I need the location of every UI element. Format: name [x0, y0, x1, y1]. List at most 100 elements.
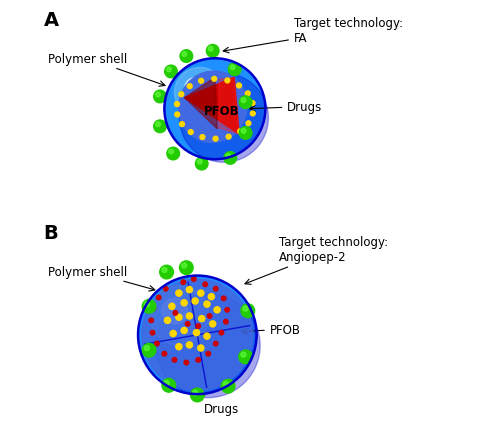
Circle shape [198, 290, 204, 297]
Circle shape [224, 381, 228, 387]
Circle shape [164, 287, 168, 291]
Circle shape [142, 279, 253, 391]
Circle shape [225, 308, 230, 312]
Circle shape [196, 324, 200, 328]
Circle shape [180, 51, 192, 63]
Circle shape [241, 352, 246, 357]
Circle shape [241, 304, 254, 318]
Circle shape [228, 64, 241, 76]
Circle shape [198, 160, 202, 165]
Circle shape [175, 113, 180, 118]
Circle shape [240, 97, 252, 109]
Circle shape [162, 298, 188, 325]
Circle shape [213, 137, 218, 142]
Circle shape [184, 78, 207, 100]
Circle shape [188, 85, 192, 89]
Circle shape [240, 127, 252, 140]
Circle shape [222, 297, 226, 301]
Text: B: B [44, 223, 59, 242]
Circle shape [164, 66, 177, 78]
Text: A: A [44, 11, 59, 30]
Circle shape [144, 346, 150, 351]
Circle shape [164, 59, 266, 160]
Circle shape [174, 102, 180, 107]
Circle shape [186, 287, 192, 293]
Circle shape [164, 318, 170, 324]
Circle shape [214, 287, 218, 291]
Text: PFOB: PFOB [204, 105, 240, 118]
Circle shape [238, 130, 242, 134]
Circle shape [190, 388, 204, 402]
Circle shape [214, 307, 220, 313]
Circle shape [154, 91, 166, 103]
Circle shape [230, 66, 235, 71]
Circle shape [246, 122, 251, 127]
Circle shape [181, 300, 187, 306]
Polygon shape [219, 78, 239, 135]
Circle shape [180, 123, 184, 127]
Circle shape [250, 112, 255, 117]
Circle shape [186, 342, 192, 348]
Circle shape [226, 154, 230, 159]
Circle shape [192, 390, 198, 396]
Circle shape [156, 296, 161, 300]
Circle shape [144, 302, 150, 307]
Circle shape [154, 342, 159, 346]
Circle shape [180, 74, 268, 163]
Circle shape [224, 152, 236, 165]
Circle shape [203, 283, 207, 287]
Circle shape [241, 129, 246, 134]
Circle shape [176, 290, 182, 297]
Circle shape [206, 46, 219, 58]
Circle shape [200, 135, 205, 140]
Circle shape [179, 92, 184, 97]
Circle shape [138, 276, 256, 394]
Circle shape [225, 79, 230, 84]
Circle shape [246, 92, 250, 96]
Circle shape [196, 358, 200, 362]
Circle shape [162, 378, 175, 392]
Circle shape [239, 350, 252, 364]
Circle shape [150, 331, 155, 335]
Circle shape [156, 93, 160, 98]
Ellipse shape [178, 72, 247, 143]
Text: Target technology:
FA: Target technology: FA [223, 17, 403, 54]
Circle shape [226, 135, 231, 140]
Circle shape [164, 381, 169, 386]
Circle shape [208, 47, 213, 52]
Circle shape [250, 101, 255, 106]
Circle shape [214, 342, 218, 346]
Circle shape [149, 318, 154, 323]
Circle shape [236, 84, 242, 89]
Circle shape [221, 379, 235, 393]
Circle shape [151, 307, 156, 311]
Circle shape [156, 294, 260, 398]
Circle shape [172, 358, 176, 362]
Circle shape [150, 286, 209, 346]
Text: Drugs: Drugs [198, 395, 239, 415]
Circle shape [180, 261, 193, 275]
Circle shape [182, 53, 186, 57]
Circle shape [212, 77, 216, 82]
Circle shape [192, 277, 196, 282]
Text: Drugs: Drugs [250, 101, 322, 114]
Circle shape [169, 304, 175, 310]
Text: Polymer shell: Polymer shell [48, 53, 165, 87]
Circle shape [194, 330, 200, 336]
Text: Target technology:
Angiopep-2: Target technology: Angiopep-2 [245, 236, 388, 285]
Polygon shape [184, 78, 239, 135]
Circle shape [192, 298, 198, 304]
Circle shape [176, 344, 182, 350]
Circle shape [206, 352, 210, 356]
Circle shape [241, 99, 246, 103]
Circle shape [208, 314, 212, 318]
Text: PFOB: PFOB [242, 323, 301, 336]
Circle shape [181, 280, 186, 285]
Circle shape [204, 333, 210, 339]
Circle shape [142, 343, 156, 357]
Circle shape [188, 130, 193, 135]
Circle shape [156, 123, 160, 127]
Circle shape [196, 158, 208, 170]
Circle shape [154, 121, 166, 133]
Circle shape [176, 314, 182, 321]
